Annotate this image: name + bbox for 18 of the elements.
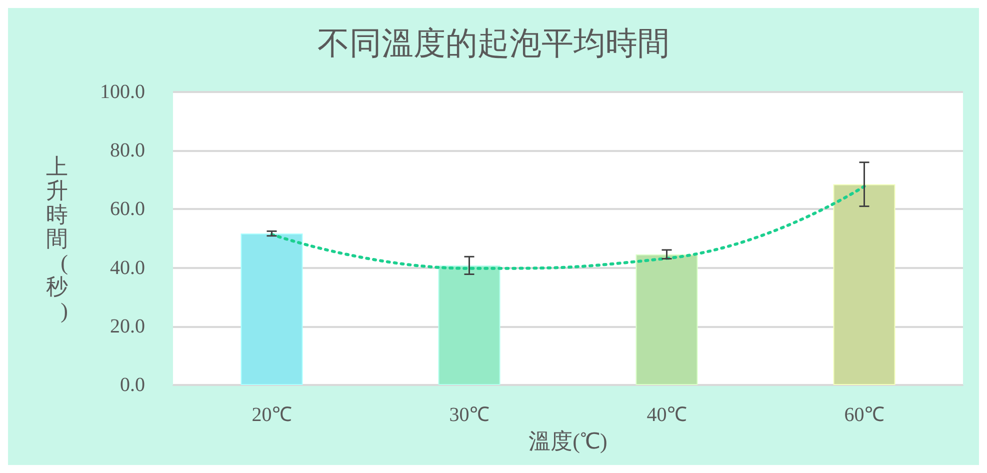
chart-title: 不同溫度的起泡平均時間	[318, 25, 670, 61]
bar	[438, 265, 500, 385]
bar	[240, 234, 303, 385]
y-tick-label: 80.0	[110, 140, 145, 162]
x-tick-label: 40℃	[646, 404, 687, 426]
y-tick-label: 40.0	[110, 256, 145, 279]
line-series	[270, 184, 866, 270]
x-axis-title: 溫度(℃)	[528, 428, 608, 454]
x-tick-label: 20℃	[252, 404, 292, 426]
y-tick-label: 60.0	[110, 198, 145, 220]
bar	[833, 184, 896, 385]
y-tick-label: 0.0	[120, 374, 145, 396]
x-tick-label: 30℃	[449, 404, 490, 426]
bar	[636, 254, 698, 385]
x-tick-label: 60℃	[844, 404, 884, 426]
y-axis-title: 上升時間(秒)	[46, 154, 68, 323]
y-tick-label: 20.0	[110, 315, 145, 338]
y-tick-label: 100.0	[100, 81, 145, 103]
